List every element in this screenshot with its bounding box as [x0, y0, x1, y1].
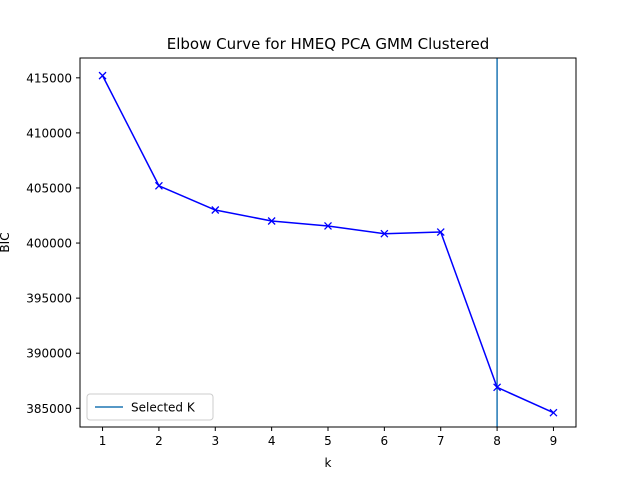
data-point-marker	[98, 71, 107, 80]
data-point-marker	[549, 408, 558, 417]
y-tick-label: 405000	[26, 181, 72, 195]
legend-label-selected-k: Selected K	[131, 401, 196, 415]
x-tick-label: 9	[550, 434, 558, 448]
y-tick-label: 410000	[26, 126, 72, 140]
y-axis: 385000 390000 395000 400000 405000 410000 4150…	[26, 71, 80, 416]
data-point-marker	[154, 181, 163, 190]
x-tick-label: 1	[99, 434, 107, 448]
plot-area	[98, 58, 558, 427]
data-point-marker	[267, 217, 276, 225]
y-axis-label: BIC	[0, 232, 12, 252]
data-point-marker	[380, 229, 389, 238]
data-point-marker	[436, 228, 445, 236]
x-axis-label: k	[325, 456, 332, 470]
x-tick-label: 3	[211, 434, 219, 448]
x-tick-label: 4	[268, 434, 276, 448]
data-point-marker	[324, 222, 332, 230]
x-tick-label: 2	[155, 434, 163, 448]
y-tick-label: 395000	[26, 292, 72, 306]
x-tick-label: 8	[493, 434, 501, 448]
x-tick-label: 5	[324, 434, 332, 448]
x-tick-label: 6	[381, 434, 389, 448]
legend-box	[86, 393, 214, 421]
chart-title: Elbow Curve for HMEQ PCA GMM Clustered	[167, 35, 490, 53]
x-tick-label: 7	[437, 434, 445, 448]
y-tick-label: 415000	[26, 71, 72, 85]
y-tick-label: 385000	[26, 402, 72, 416]
y-tick-label: 390000	[26, 347, 72, 361]
x-axis: 1 2 3 4 5 6 7 8 9	[99, 427, 558, 448]
data-point-marker	[493, 383, 502, 392]
y-tick-label: 400000	[26, 237, 72, 251]
legend: Selected K	[86, 393, 214, 421]
data-point-marker	[211, 206, 220, 214]
